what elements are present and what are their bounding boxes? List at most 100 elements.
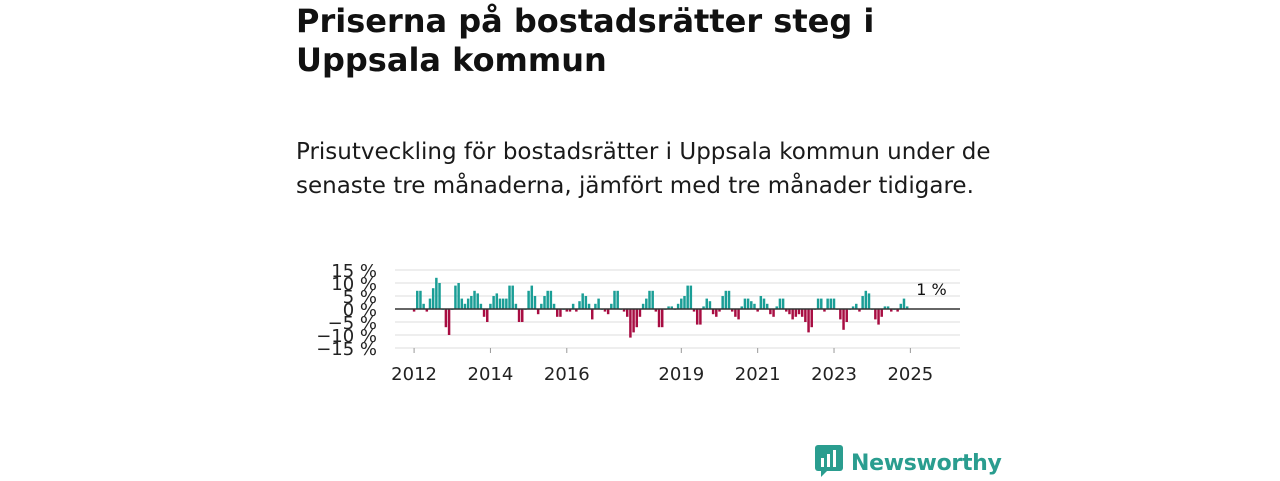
chart-bar	[695, 309, 699, 325]
x-tick-label: 2019	[658, 364, 704, 385]
chart-bar	[638, 309, 642, 317]
chart-bar	[660, 309, 664, 328]
chart-bar	[861, 296, 864, 309]
chart-bar	[762, 298, 766, 309]
chart-bar	[632, 309, 635, 333]
chart-bar	[778, 298, 782, 309]
chart-bar	[482, 309, 486, 317]
chart-bar	[877, 309, 880, 325]
chart-bar	[721, 296, 724, 309]
x-tick-label: 2012	[391, 364, 437, 385]
chart-bar	[486, 309, 489, 322]
chart-bar	[549, 290, 553, 309]
chart-bar	[785, 309, 788, 312]
chart-bar	[705, 298, 708, 309]
chart-bar	[597, 298, 600, 309]
chart-bar	[702, 306, 705, 309]
y-tick-label: −15 %	[316, 339, 377, 360]
chart-bar	[578, 301, 581, 309]
chart-bar	[676, 303, 680, 309]
chart-bar	[899, 303, 903, 309]
chart-bar	[718, 309, 721, 312]
chart-bar	[559, 309, 562, 317]
chart-bar	[575, 309, 578, 312]
chart-bar	[530, 285, 534, 309]
chart-bar	[505, 298, 508, 309]
chart-bar	[527, 290, 530, 309]
y-tick-label: 10 %	[331, 274, 377, 295]
chart-bar	[584, 296, 588, 309]
chart-bar	[470, 296, 473, 309]
chart-bar	[428, 298, 432, 309]
chart-bar	[447, 309, 451, 335]
chart-bar	[419, 290, 422, 309]
brand-logo[interactable]: Newsworthy	[815, 445, 1002, 481]
chart-bar	[594, 303, 597, 309]
chart-bar	[746, 298, 750, 309]
latest-value-label: 1 %	[916, 280, 946, 299]
page-subtitle: Prisutveckling för bostadsrätter i Uppsa…	[296, 139, 991, 199]
chart-bar	[546, 290, 549, 309]
chart-bar	[435, 277, 438, 309]
chart-bar	[886, 306, 890, 309]
chart-bar	[556, 309, 559, 317]
x-tick-label: 2016	[544, 364, 590, 385]
chart-bar	[851, 306, 855, 309]
chart-bar	[533, 296, 537, 309]
chart-bar	[552, 303, 556, 309]
y-tick-label: 15 %	[331, 261, 377, 282]
chart-bar	[689, 285, 693, 309]
chart-bar	[740, 306, 743, 309]
chart-bar	[769, 309, 772, 315]
chart-bar	[460, 298, 464, 309]
chart-bar	[501, 298, 505, 309]
chart-bar	[670, 306, 674, 309]
chart-bar	[590, 309, 594, 320]
chart-bar	[797, 309, 801, 315]
chart-bar	[438, 283, 441, 309]
chart-bar	[765, 303, 769, 309]
x-tick-label: 2021	[735, 364, 781, 385]
chart-bar	[641, 303, 645, 309]
chart-bar	[772, 309, 775, 317]
chart-bar	[625, 309, 629, 317]
chart-bar	[781, 298, 785, 309]
chart-bar	[514, 303, 518, 309]
chart-bar	[667, 306, 670, 309]
chart-bar	[431, 288, 435, 309]
chart-bar	[422, 303, 425, 309]
chart-bar	[457, 283, 460, 309]
chart-bar	[692, 309, 696, 312]
chart-bar	[683, 296, 686, 309]
chart-bar	[511, 285, 514, 309]
chart-bar	[565, 309, 569, 312]
x-tick-label: 2014	[468, 364, 514, 385]
chart-bar	[479, 303, 483, 309]
chart-bar	[858, 309, 861, 312]
chart-bar	[508, 285, 511, 309]
chart-bar	[581, 293, 584, 309]
chart-bar	[489, 303, 492, 309]
chart-bar	[902, 298, 906, 309]
newsworthy-logo-icon	[815, 445, 843, 481]
chart-bar	[905, 306, 909, 309]
chart-bar	[807, 309, 810, 333]
chart-bar	[651, 290, 654, 309]
chart-bar	[839, 309, 842, 320]
chart-bar	[498, 298, 502, 309]
chart-bar	[629, 309, 632, 338]
chart-bar	[832, 298, 836, 309]
chart-bar	[616, 290, 619, 309]
chart-bar	[711, 309, 715, 315]
brand-name: Newsworthy	[851, 450, 1002, 476]
chart-bar	[708, 301, 712, 309]
chart-bar	[699, 309, 702, 325]
chart-bar	[794, 309, 798, 317]
chart-bar	[829, 298, 833, 309]
chart-bar	[874, 309, 877, 320]
chart-bar	[492, 296, 495, 309]
chart-bar	[867, 293, 871, 309]
chart-bar	[753, 303, 756, 309]
chart-bar	[743, 298, 747, 309]
chart-bar	[517, 309, 521, 322]
